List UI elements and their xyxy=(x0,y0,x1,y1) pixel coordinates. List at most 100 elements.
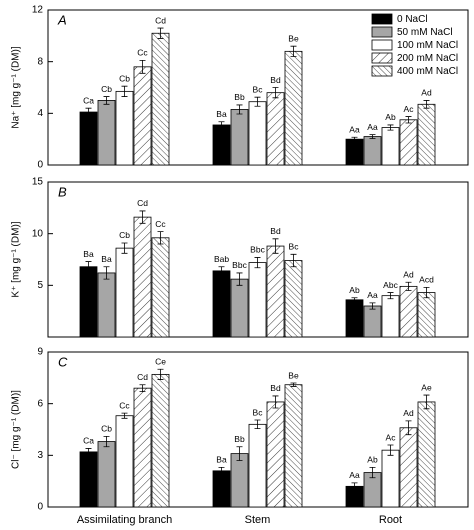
bar xyxy=(381,449,400,508)
error-bar xyxy=(369,302,376,310)
significance-letter: Ae xyxy=(421,382,432,392)
error-bar xyxy=(157,27,164,39)
error-bar xyxy=(254,419,261,430)
significance-letter: Cb xyxy=(119,73,130,83)
error-bar xyxy=(236,104,243,115)
bar xyxy=(248,423,267,508)
y-axis-label: Na⁺ [mg g⁻¹ (DM)] xyxy=(11,46,22,128)
bar xyxy=(97,100,116,166)
bar xyxy=(284,50,303,166)
bar xyxy=(399,427,418,508)
legend-label: 400 mM NaCl xyxy=(397,66,458,77)
bar xyxy=(363,136,382,166)
y-tick-label: 6 xyxy=(37,398,43,409)
error-bar xyxy=(85,107,92,117)
bar xyxy=(345,299,364,338)
error-bar xyxy=(405,281,412,291)
significance-letter: Bd xyxy=(270,383,281,393)
bar xyxy=(284,384,303,508)
significance-letter: Be xyxy=(288,370,299,380)
significance-letter: Ab xyxy=(367,455,378,465)
error-bar xyxy=(290,45,297,57)
significance-letter: Bc xyxy=(253,84,264,94)
error-bar xyxy=(139,384,146,393)
significance-letter: Bc xyxy=(253,407,264,417)
error-bar xyxy=(423,287,430,299)
significance-letter: Cb xyxy=(101,424,112,434)
error-bar xyxy=(254,96,261,107)
x-tick-label: Root xyxy=(379,514,402,526)
bar xyxy=(381,295,400,338)
significance-letter: Aa xyxy=(367,290,378,300)
error-bar xyxy=(423,100,430,109)
error-bar xyxy=(387,124,394,131)
bar xyxy=(133,216,152,338)
legend-swatch xyxy=(371,65,393,77)
bar xyxy=(266,401,285,508)
significance-letter: Be xyxy=(288,33,299,43)
significance-letter: Aa xyxy=(349,124,360,134)
error-bar xyxy=(218,266,225,276)
legend-label: 50 mM NaCl xyxy=(397,27,453,38)
significance-letter: Acd xyxy=(419,275,434,285)
significance-letter: Ab xyxy=(385,112,396,122)
bar xyxy=(284,260,303,338)
bar xyxy=(381,127,400,166)
bar xyxy=(79,451,98,508)
significance-letter: Ba xyxy=(101,254,112,264)
significance-letter: Ab xyxy=(349,285,360,295)
bar xyxy=(230,453,249,508)
error-bar xyxy=(290,382,297,387)
bar xyxy=(266,245,285,338)
error-bar xyxy=(157,231,164,245)
bar xyxy=(417,401,436,508)
error-bar xyxy=(351,136,358,142)
significance-letter: Ca xyxy=(83,95,94,105)
bar xyxy=(399,285,418,338)
y-tick-label: 9 xyxy=(37,347,43,358)
error-bar xyxy=(85,261,92,273)
significance-letter: Ad xyxy=(403,408,414,418)
bar xyxy=(115,247,134,338)
error-bar xyxy=(139,210,146,224)
y-axis-label: Cl⁻ [mg g⁻¹ (DM)] xyxy=(11,390,22,469)
x-tick-label: Stem xyxy=(245,514,271,526)
panel-label: B xyxy=(58,184,67,199)
bar xyxy=(133,387,152,508)
error-bar xyxy=(218,466,225,475)
bar xyxy=(212,124,231,166)
bar xyxy=(417,292,436,338)
error-bar xyxy=(103,266,110,280)
significance-letter: Ba xyxy=(83,249,94,259)
bar xyxy=(248,262,267,338)
error-bar xyxy=(351,297,358,303)
significance-letter: Cd xyxy=(155,15,166,25)
significance-letter: Abc xyxy=(383,280,398,290)
y-tick-label: 4 xyxy=(37,108,43,119)
error-bar xyxy=(103,96,110,105)
legend-label: 0 NaCl xyxy=(397,14,428,25)
bar xyxy=(345,138,364,166)
bar xyxy=(363,305,382,338)
significance-letter: Cd xyxy=(137,372,148,382)
significance-letter: Bbc xyxy=(250,245,265,255)
error-bar xyxy=(405,116,412,124)
significance-letter: Bb xyxy=(234,434,245,444)
bar xyxy=(115,415,134,508)
y-tick-label: 0 xyxy=(37,502,43,513)
panel-label: A xyxy=(57,12,67,27)
bar xyxy=(151,373,170,508)
error-bar xyxy=(121,85,128,97)
error-bar xyxy=(369,466,376,479)
significance-letter: Ca xyxy=(83,436,94,446)
y-tick-label: 12 xyxy=(32,5,44,16)
error-bar xyxy=(121,242,128,254)
significance-letter: Cb xyxy=(101,84,112,94)
significance-letter: Cc xyxy=(137,48,148,58)
significance-letter: Ac xyxy=(386,432,397,442)
significance-letter: Cb xyxy=(119,230,130,240)
error-bar xyxy=(236,446,243,461)
y-tick-label: 0 xyxy=(37,160,43,171)
significance-letter: Bb xyxy=(234,92,245,102)
error-bar xyxy=(272,238,279,254)
